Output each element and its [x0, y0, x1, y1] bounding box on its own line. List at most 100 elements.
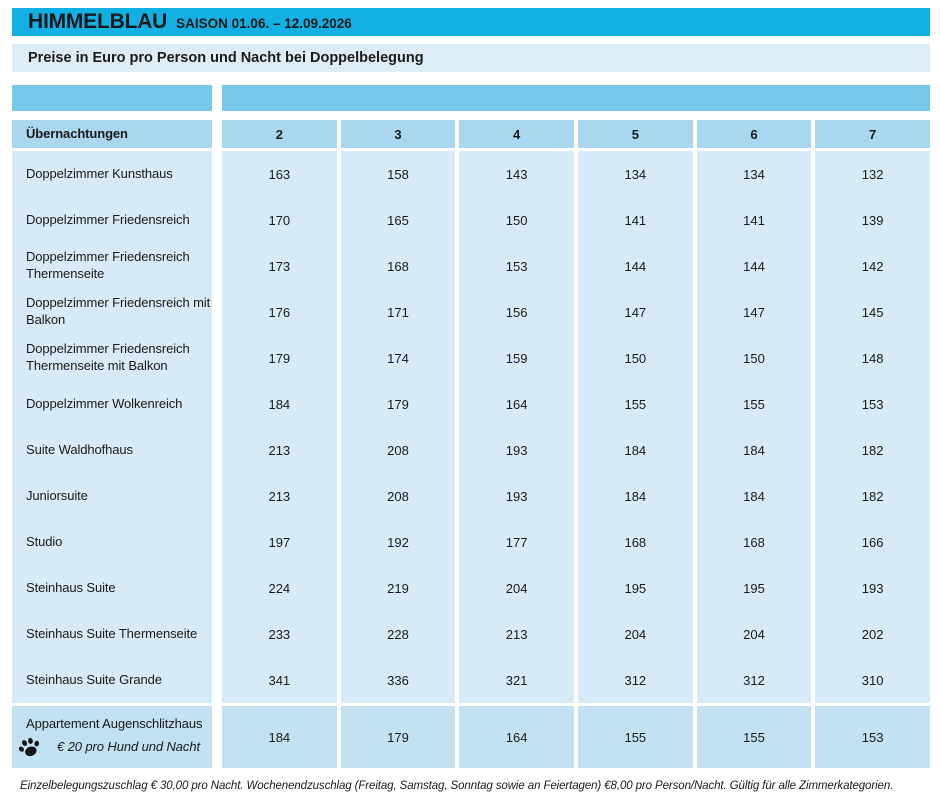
price-cell: 177	[455, 519, 574, 565]
price-cell: 142	[811, 243, 930, 289]
decorative-band	[12, 85, 930, 111]
room-type-cell: Steinhaus Suite Grande	[12, 657, 212, 703]
room-type-label: Doppelzimmer Friedensreich mit Balkon	[26, 295, 211, 327]
price-cell: 163	[218, 151, 337, 197]
room-type-cell: Suite Waldhofhaus	[12, 427, 212, 473]
price-cell: 193	[811, 565, 930, 611]
price-cell: 139	[811, 197, 930, 243]
price-cell: 168	[573, 519, 693, 565]
price-cell: 176	[218, 289, 337, 335]
price-cell: 213	[218, 473, 337, 519]
price-cell: 182	[811, 473, 930, 519]
price-cell: 155	[573, 706, 693, 768]
price-cell: 195	[573, 565, 693, 611]
price-cell: 179	[336, 381, 456, 427]
nights-column-header: 7	[811, 120, 930, 148]
price-cell: 170	[218, 197, 337, 243]
price-cell: 204	[573, 611, 693, 657]
season-range: SAISON 01.06. – 12.09.2026	[176, 16, 352, 31]
room-type-cell: Doppelzimmer Friedensreich Thermenseite	[12, 243, 212, 289]
price-cell: 179	[218, 335, 337, 381]
price-cell: 213	[455, 611, 574, 657]
price-cell: 150	[455, 197, 574, 243]
price-cell: 144	[573, 243, 693, 289]
room-type-label: Doppelzimmer Kunsthaus	[26, 165, 173, 181]
price-cell: 184	[218, 706, 337, 768]
nights-column-header: 3	[336, 120, 456, 148]
price-cell: 179	[336, 706, 456, 768]
band-left-segment	[12, 85, 212, 111]
price-cell: 182	[811, 427, 930, 473]
price-cell: 158	[336, 151, 456, 197]
price-cell: 153	[811, 381, 930, 427]
price-cell: 150	[692, 335, 812, 381]
room-type-label: Appartement Augenschlitzhaus	[26, 716, 203, 732]
pet-apartment-row: Appartement Augenschlitzhaus € 20 pro Hu…	[12, 706, 930, 768]
price-cell: 204	[455, 565, 574, 611]
price-cell: 134	[573, 151, 693, 197]
price-cell: 134	[692, 151, 812, 197]
price-cell: 312	[573, 657, 693, 703]
nights-column-header: 4	[455, 120, 574, 148]
price-cell: 150	[573, 335, 693, 381]
price-cell: 202	[811, 611, 930, 657]
room-type-label: Doppelzimmer Wolkenreich	[26, 395, 183, 411]
room-type-label: Doppelzimmer Friedensreich Thermenseite …	[26, 341, 190, 373]
page-title: HIMMELBLAU	[28, 10, 168, 33]
room-type-label: Steinhaus Suite Thermenseite	[26, 625, 198, 641]
price-cell: 147	[573, 289, 693, 335]
price-cell: 321	[455, 657, 574, 703]
price-cell: 208	[336, 427, 456, 473]
nights-column-header: 6	[692, 120, 812, 148]
pet-fee-note: € 20 pro Hund und Nacht	[57, 738, 200, 754]
price-cell: 184	[573, 427, 693, 473]
room-type-cell: Doppelzimmer Wolkenreich	[12, 381, 212, 427]
price-cell: 208	[336, 473, 456, 519]
price-cell: 165	[336, 197, 456, 243]
room-type-cell: Steinhaus Suite Thermenseite	[12, 611, 212, 657]
price-cell: 143	[455, 151, 574, 197]
price-cell: 184	[573, 473, 693, 519]
price-cell: 192	[336, 519, 456, 565]
price-cell: 155	[692, 706, 812, 768]
price-cell: 166	[811, 519, 930, 565]
price-cell: 310	[811, 657, 930, 703]
nights-column-header: 5	[573, 120, 693, 148]
price-cell: 224	[218, 565, 337, 611]
price-cell: 155	[573, 381, 693, 427]
price-cell: 168	[692, 519, 812, 565]
price-cell: 147	[692, 289, 812, 335]
band-right-segment	[218, 85, 930, 111]
price-cell: 312	[692, 657, 812, 703]
room-type-cell: Studio	[12, 519, 212, 565]
pet-fee-line: € 20 pro Hund und Nacht	[18, 737, 212, 758]
price-rows: Doppelzimmer Kunsthaus 163 158 143 134 1…	[12, 151, 930, 703]
nights-column-header: 2	[218, 120, 337, 148]
room-type-label: Studio	[26, 533, 63, 549]
price-cell: 213	[218, 427, 337, 473]
price-cell: 141	[692, 197, 812, 243]
price-list-page: HIMMELBLAU SAISON 01.06. – 12.09.2026 Pr…	[12, 0, 930, 792]
price-cell: 159	[455, 335, 574, 381]
price-cell: 171	[336, 289, 456, 335]
price-cell: 228	[336, 611, 456, 657]
room-type-cell: Steinhaus Suite	[12, 565, 212, 611]
room-type-label: Suite Waldhofhaus	[26, 441, 133, 457]
price-cell: 219	[336, 565, 456, 611]
room-type-label: Steinhaus Suite Grande	[26, 671, 162, 687]
price-cell: 184	[218, 381, 337, 427]
price-cell: 168	[336, 243, 456, 289]
room-type-cell: Doppelzimmer Friedensreich	[12, 197, 212, 243]
price-cell: 164	[455, 381, 574, 427]
room-type-label: Doppelzimmer Friedensreich	[26, 211, 190, 227]
price-cell: 153	[455, 243, 574, 289]
price-cell: 153	[811, 706, 930, 768]
price-cell: 341	[218, 657, 337, 703]
room-type-cell: Juniorsuite	[12, 473, 212, 519]
title-bar: HIMMELBLAU SAISON 01.06. – 12.09.2026	[12, 8, 930, 36]
row-header-cell: Übernachtungen	[12, 120, 212, 148]
price-cell: 195	[692, 565, 812, 611]
subtitle-bar: Preise in Euro pro Person und Nacht bei …	[12, 44, 930, 72]
price-cell: 145	[811, 289, 930, 335]
price-cell: 193	[455, 427, 574, 473]
